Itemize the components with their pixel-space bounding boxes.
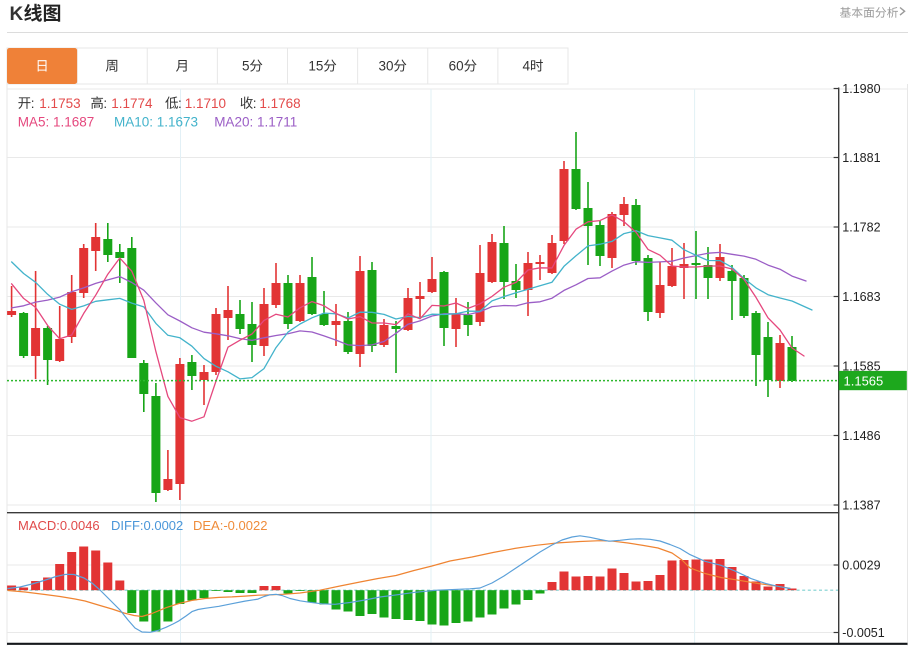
svg-text:1.1782: 1.1782 xyxy=(842,220,880,234)
svg-text:1.1565: 1.1565 xyxy=(844,374,884,389)
svg-text:1.1683: 1.1683 xyxy=(842,290,880,304)
svg-text:MA5: 1.1687: MA5: 1.1687 xyxy=(18,114,95,129)
svg-text:MACD:0.0046: MACD:0.0046 xyxy=(18,518,100,533)
svg-text:0.0029: 0.0029 xyxy=(842,558,880,572)
svg-text::: : xyxy=(253,96,257,111)
svg-text:-0.0051: -0.0051 xyxy=(842,626,884,640)
svg-text:5: 5 xyxy=(242,58,250,73)
svg-text:1.1768: 1.1768 xyxy=(259,96,300,111)
svg-text::: : xyxy=(31,96,35,111)
svg-text::: : xyxy=(103,96,107,111)
svg-text:1.1753: 1.1753 xyxy=(39,96,80,111)
svg-text:1.1881: 1.1881 xyxy=(842,151,880,165)
svg-text:MA10: 1.1673: MA10: 1.1673 xyxy=(114,114,198,129)
svg-text:30: 30 xyxy=(378,58,393,73)
svg-text:1.1774: 1.1774 xyxy=(111,96,153,111)
svg-text:1.1486: 1.1486 xyxy=(842,429,880,443)
svg-text::: : xyxy=(178,96,182,111)
svg-text:MA20: 1.1711: MA20: 1.1711 xyxy=(214,114,297,129)
svg-text:15: 15 xyxy=(308,58,323,73)
svg-text:1.1585: 1.1585 xyxy=(842,359,880,373)
svg-text:DIFF:0.0002: DIFF:0.0002 xyxy=(111,518,183,533)
svg-text:4: 4 xyxy=(522,58,530,73)
svg-text:K: K xyxy=(10,4,24,25)
svg-text:1.1980: 1.1980 xyxy=(842,82,880,96)
svg-text:60: 60 xyxy=(449,58,464,73)
svg-text:1.1387: 1.1387 xyxy=(842,498,880,512)
svg-text:1.1710: 1.1710 xyxy=(185,96,226,111)
svg-text:DEA:-0.0022: DEA:-0.0022 xyxy=(193,518,267,533)
